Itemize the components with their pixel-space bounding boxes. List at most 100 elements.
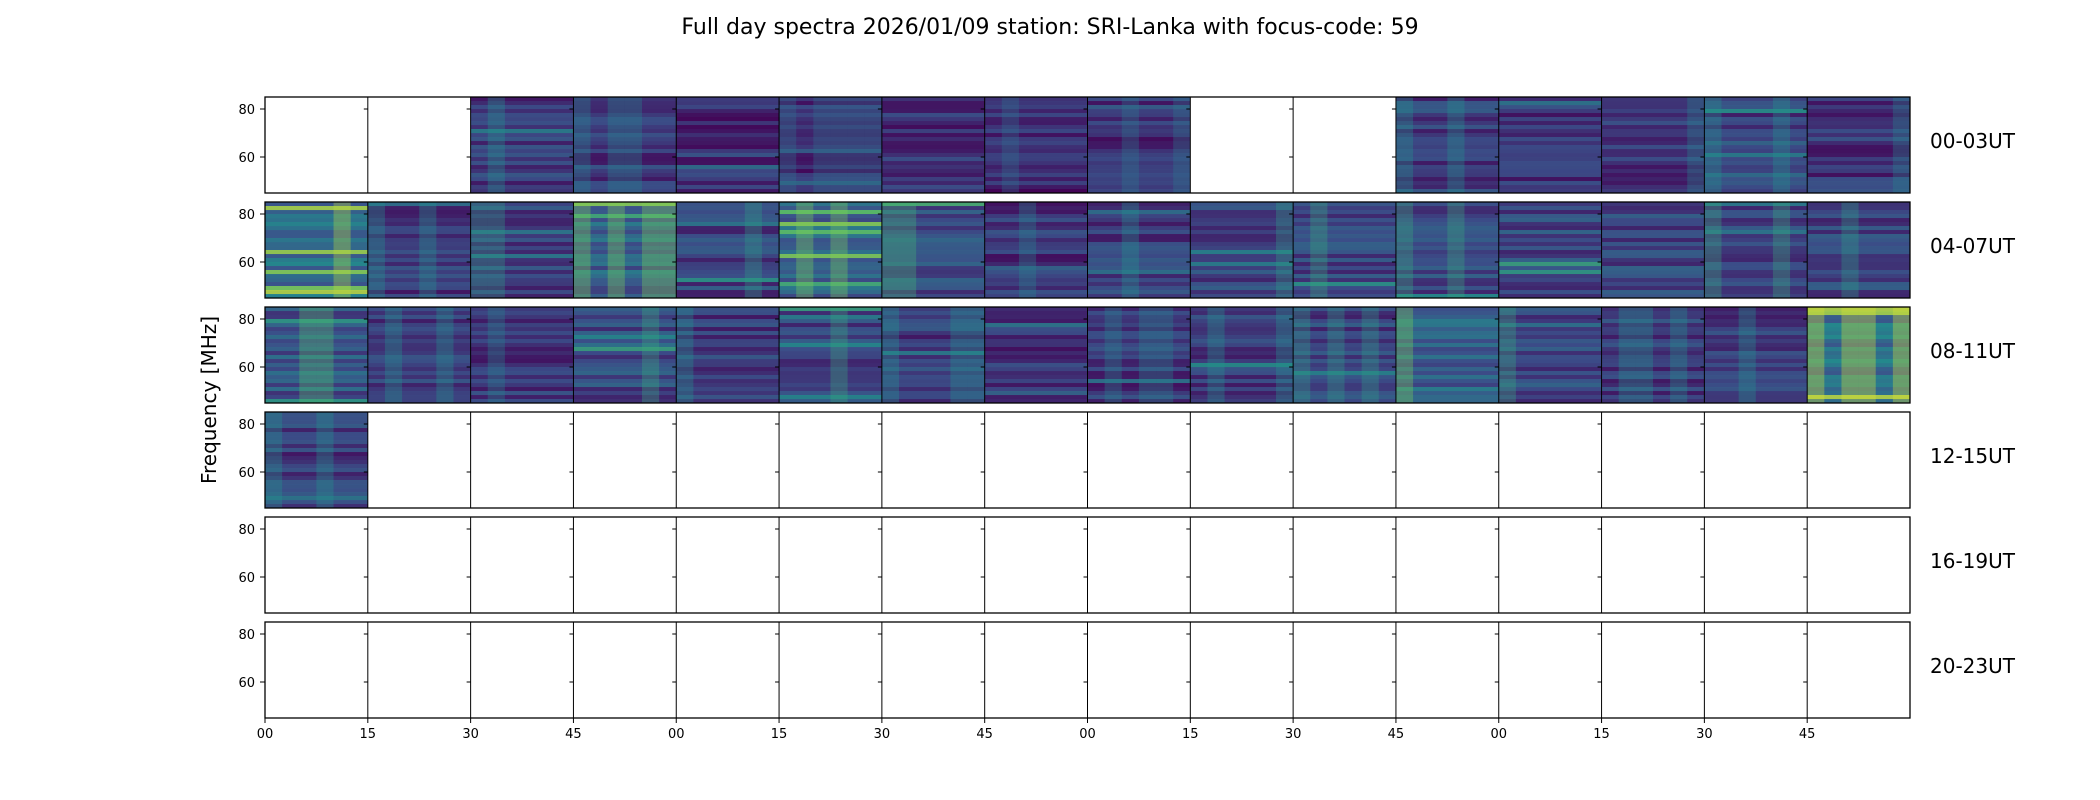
empty-spectrum-panel — [984, 622, 1088, 718]
spectrum-burst — [1327, 307, 1345, 403]
spectrum-band — [779, 351, 882, 356]
empty-spectrum-panel — [1498, 412, 1602, 508]
spectrum-band — [1498, 246, 1602, 251]
spectrum-band — [881, 274, 985, 279]
spectrum-band — [573, 290, 677, 295]
spectrum-band — [573, 141, 677, 146]
spectrum-panel — [881, 97, 985, 194]
spectrum-band — [573, 399, 677, 404]
spectrum-band — [1395, 105, 1499, 110]
spectrum-band — [1498, 97, 1602, 102]
x-tick-label: 30 — [1285, 727, 1302, 742]
spectrum-panel — [265, 622, 368, 718]
spectrum-band — [1807, 282, 1910, 287]
spectrum-band — [1498, 157, 1602, 162]
spectrum-band — [1498, 113, 1602, 118]
spectrum-band — [676, 242, 780, 247]
empty-spectrum-panel — [367, 622, 471, 718]
spectrum-band — [984, 117, 1088, 122]
spectrum-band — [1087, 222, 1191, 227]
x-tick-label: 00 — [1079, 727, 1096, 742]
spectrum-band — [1087, 359, 1191, 364]
spectrum-band — [1601, 117, 1705, 122]
spectrum-band — [1293, 258, 1396, 263]
spectrum-band — [1601, 254, 1705, 259]
spectrum-band — [984, 290, 1088, 295]
spectrum-band — [881, 266, 985, 271]
spectrum-band — [1498, 206, 1602, 211]
spectrum-band — [1190, 399, 1294, 404]
spectrum-band — [779, 294, 882, 299]
spectrum-band — [1498, 153, 1602, 158]
spectrum-band — [1704, 125, 1808, 130]
spectrum-band — [1498, 149, 1602, 154]
spectrum-band — [1293, 234, 1396, 239]
spectrum-band — [1601, 387, 1705, 392]
spectrum-band — [1087, 226, 1191, 231]
spectrum-band — [1601, 367, 1705, 372]
empty-spectrum-panel — [573, 517, 677, 613]
spectrum-band — [265, 266, 368, 271]
spectrum-band — [779, 125, 882, 130]
spectrum-band — [1807, 339, 1910, 344]
spectrum-panel — [1395, 412, 1499, 508]
spectrum-band — [779, 157, 882, 162]
spectrum-panel — [1704, 517, 1808, 613]
spectrum-panel — [984, 97, 1088, 194]
spectrum-band — [573, 395, 677, 400]
spectrum-band — [573, 359, 677, 364]
spectrum-band — [676, 145, 780, 150]
spectrum-band — [1807, 367, 1910, 372]
spectrum-band — [573, 97, 677, 102]
spectrum-band — [1601, 230, 1705, 235]
spectrum-band — [265, 355, 368, 360]
spectrum-band — [881, 133, 985, 138]
spectrum-band — [265, 319, 368, 324]
spectrum-band — [1807, 254, 1910, 259]
spectrum-band — [1704, 258, 1808, 263]
spectrum-band — [1807, 181, 1910, 186]
x-tick-label: 45 — [976, 727, 993, 742]
spectrum-band — [573, 355, 677, 360]
spectrum-band — [984, 133, 1088, 138]
spectrum-band — [470, 169, 574, 174]
spectrum-band — [573, 169, 677, 174]
spectrum-band — [984, 149, 1088, 154]
spectrum-band — [367, 375, 471, 380]
spectrum-band — [573, 101, 677, 106]
spectrum-band — [367, 319, 471, 324]
spectrum-band — [573, 286, 677, 291]
spectrum-band — [265, 278, 368, 283]
spectrum-band — [1704, 323, 1808, 328]
spectrum-band — [1807, 359, 1910, 364]
spectrum-band — [881, 323, 985, 328]
spectrum-band — [1293, 262, 1396, 267]
spectrum-band — [1807, 331, 1910, 336]
spectrum-band — [1498, 117, 1602, 122]
spectrum-band — [1498, 133, 1602, 138]
spectrum-band — [367, 355, 471, 360]
spectrum-band — [984, 97, 1088, 102]
row-00-03UT: 60 80 00-03UT — [238, 96, 2016, 194]
spectrum-band — [1498, 355, 1602, 360]
spectrum-band — [1293, 266, 1396, 271]
spectrum-band — [1807, 238, 1910, 243]
spectrum-band — [470, 137, 574, 142]
spectrum-burst — [333, 202, 351, 298]
spectrum-band — [676, 165, 780, 170]
spectrum-band — [1190, 210, 1294, 215]
spectrum-band — [1087, 282, 1191, 287]
spectrum-band — [573, 105, 677, 110]
spectrum-band — [1601, 210, 1705, 215]
spectrum-burst — [1807, 307, 1825, 403]
spectrum-panel — [1807, 307, 1910, 404]
spectrum-band — [265, 246, 368, 251]
spectrum-band — [779, 266, 882, 271]
spectrum-band — [1704, 367, 1808, 372]
spectrum-burst — [265, 412, 283, 508]
spectrum-band — [881, 375, 985, 380]
spectrum-panel — [367, 412, 471, 508]
spectrum-band — [265, 210, 368, 215]
spectrum-band — [779, 101, 882, 106]
